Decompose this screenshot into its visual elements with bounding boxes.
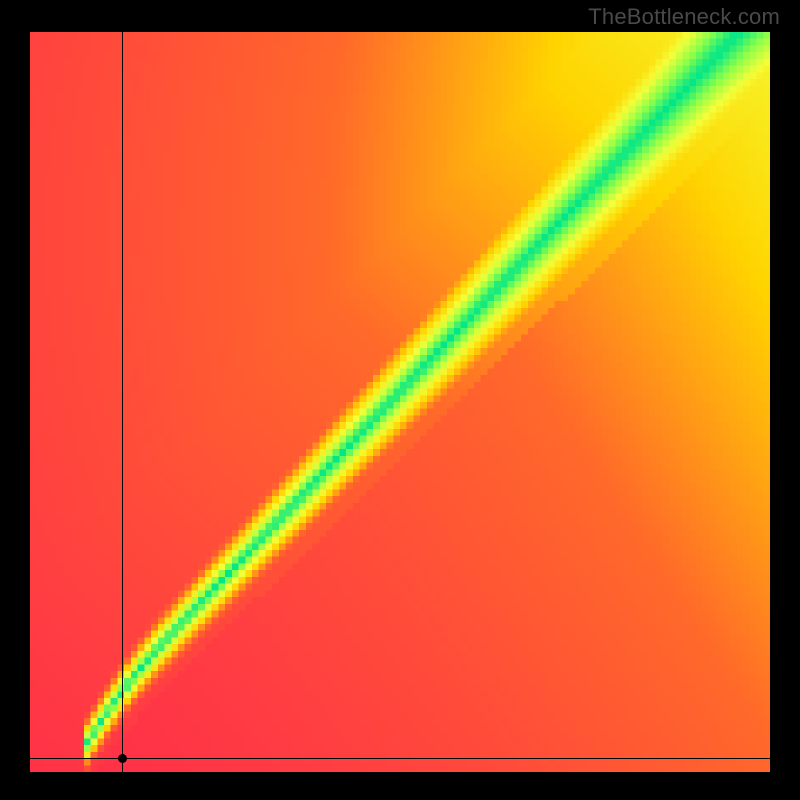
watermark-text: TheBottleneck.com	[588, 4, 780, 30]
bottleneck-heatmap	[30, 32, 770, 772]
chart-container: TheBottleneck.com	[0, 0, 800, 800]
crosshair-horizontal	[30, 758, 770, 759]
crosshair-vertical	[122, 32, 123, 772]
